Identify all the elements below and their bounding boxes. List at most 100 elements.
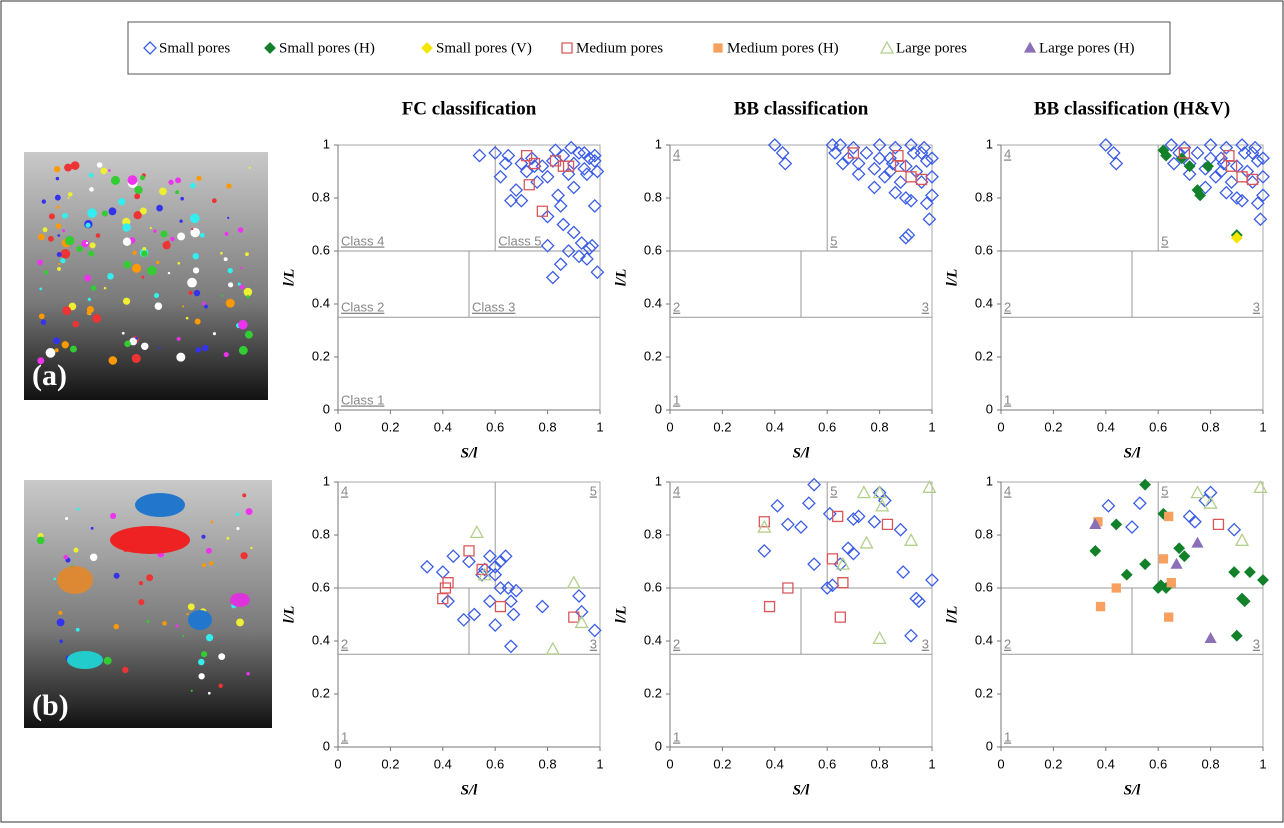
pore-blob [248,166,251,169]
region-label: 5 [590,483,597,498]
point [1224,175,1239,190]
pore-blob [212,332,217,336]
pore-blob [230,593,250,607]
region-label: 4 [673,146,680,161]
legend-marker [1023,41,1037,53]
pore-blob [218,683,223,688]
pore-blob [205,634,214,642]
point [579,252,594,266]
point [587,153,602,168]
pore-blob [240,552,248,560]
pore-blob [194,318,201,325]
point [519,164,534,179]
point [1230,231,1243,244]
region-label: 1 [673,392,680,407]
point [925,169,939,184]
pore-blob [47,235,54,242]
point [1178,550,1191,563]
point [475,567,490,582]
pore-blob [250,546,253,550]
x-tick-label: 1 [596,419,603,434]
pore-blob [89,242,96,249]
y-tick-label: 0 [986,401,993,416]
pore-blob [199,232,205,238]
pore-blob [58,610,63,615]
pore-blob [175,190,179,195]
pore-blob [133,211,142,220]
point [826,553,839,565]
point [574,615,589,629]
pore-blob [67,192,73,197]
point [582,241,597,256]
point [523,179,535,191]
pore-blob [228,282,234,288]
pore-blob [84,274,92,282]
point [553,199,568,213]
point [504,639,518,654]
point [1120,568,1133,581]
pore-blob [218,653,226,661]
pore-blob [57,566,93,594]
legend-marker [421,42,433,54]
point [770,498,785,513]
point [556,217,571,232]
point [877,169,892,184]
point [577,161,592,176]
point [1164,138,1179,152]
y-tick-label: 1 [323,136,330,151]
legend-marker [713,43,723,53]
point [782,582,794,594]
x-tick-label: 0.8 [1202,419,1220,434]
y-tick-label: 0.2 [644,348,662,363]
legend-label: Medium pores (H) [727,40,839,56]
y-tick-label: 0.2 [312,685,330,700]
point [807,477,822,492]
point [846,512,861,527]
point [509,183,524,197]
point [867,180,882,195]
y-tick-label: 0.6 [644,242,662,257]
pore-blob [209,561,214,566]
pore-blob [43,270,49,275]
pore-blob [187,277,197,288]
pore-blob [113,572,120,579]
point [535,599,550,614]
pore-blob [122,297,131,305]
pore-blob [48,213,55,220]
x-tick-label: 0.2 [1044,419,1062,434]
region-label: 1 [341,729,348,744]
point [524,151,539,166]
pore-blob [158,346,161,349]
legend-label: Medium pores [576,40,663,56]
pore-blob [202,301,206,306]
x-tick-label: 0.2 [713,756,731,771]
point [763,600,776,613]
point [767,138,782,152]
point [545,270,560,285]
x-tick-label: 0.8 [539,419,557,434]
point [807,557,822,572]
pore-blob [108,356,118,365]
point [1190,485,1205,499]
point [846,546,861,561]
y-tick-label: 0.8 [975,526,993,541]
point [566,575,581,589]
x-tick-label: 0.6 [486,756,504,771]
point [1190,146,1205,160]
point [1183,160,1196,173]
x-tick-label: 0.6 [818,756,836,771]
legend-marker [264,42,276,54]
pore-blob [38,233,45,241]
pore-blob [55,176,60,181]
legend-label: Large pores [896,40,967,56]
x-tick-label: 0 [997,756,1004,771]
pore-blob [153,292,160,299]
region-label: 2 [1004,637,1011,652]
point [904,138,918,152]
y-tick-label: 1 [986,473,993,488]
point [561,244,576,258]
point [1253,212,1268,227]
point [520,149,533,162]
point [1110,518,1123,531]
point [467,607,482,622]
